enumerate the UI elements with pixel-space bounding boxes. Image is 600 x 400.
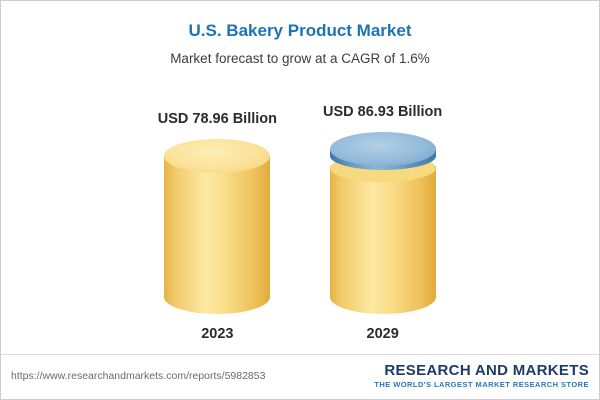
bar-group-2029: USD 86.93 Billion 2029 (323, 104, 442, 342)
bar-2029-cap-top-ellipse (329, 132, 436, 167)
logo-tagline-text: THE WORLD'S LARGEST MARKET RESEARCH STOR… (374, 380, 589, 390)
bar-2029-body (329, 154, 436, 315)
chart-plot-area: USD 78.96 Billion 2023 USD 86.93 Billion… (1, 66, 599, 354)
chart-header: U.S. Bakery Product Market Market foreca… (1, 1, 599, 66)
logo-research-and-markets: RESEARCH AND MARKETS THE WORLD'S LARGEST… (374, 362, 589, 390)
bar-2023-body (164, 156, 271, 315)
bar-2029 (329, 132, 436, 315)
chart-subtitle: Market forecast to grow at a CAGR of 1.6… (170, 51, 430, 66)
logo-main-text: RESEARCH AND MARKETS (384, 362, 589, 380)
x-label-2023: 2023 (201, 326, 234, 343)
chart-footer: https://www.researchandmarkets.com/repor… (1, 354, 599, 399)
chart-title: U.S. Bakery Product Market (188, 21, 412, 40)
bar-2023 (164, 139, 271, 315)
value-label-2029: USD 86.93 Billion (323, 104, 443, 121)
x-label-2029: 2029 (366, 326, 399, 343)
source-url: https://www.researchandmarkets.com/repor… (11, 370, 266, 383)
bar-group-2023: USD 78.96 Billion 2023 (158, 111, 277, 342)
bar-2029-growth-cap (329, 132, 436, 171)
value-label-2023: USD 78.96 Billion (157, 111, 277, 128)
bar-2023-top-ellipse (164, 139, 271, 174)
